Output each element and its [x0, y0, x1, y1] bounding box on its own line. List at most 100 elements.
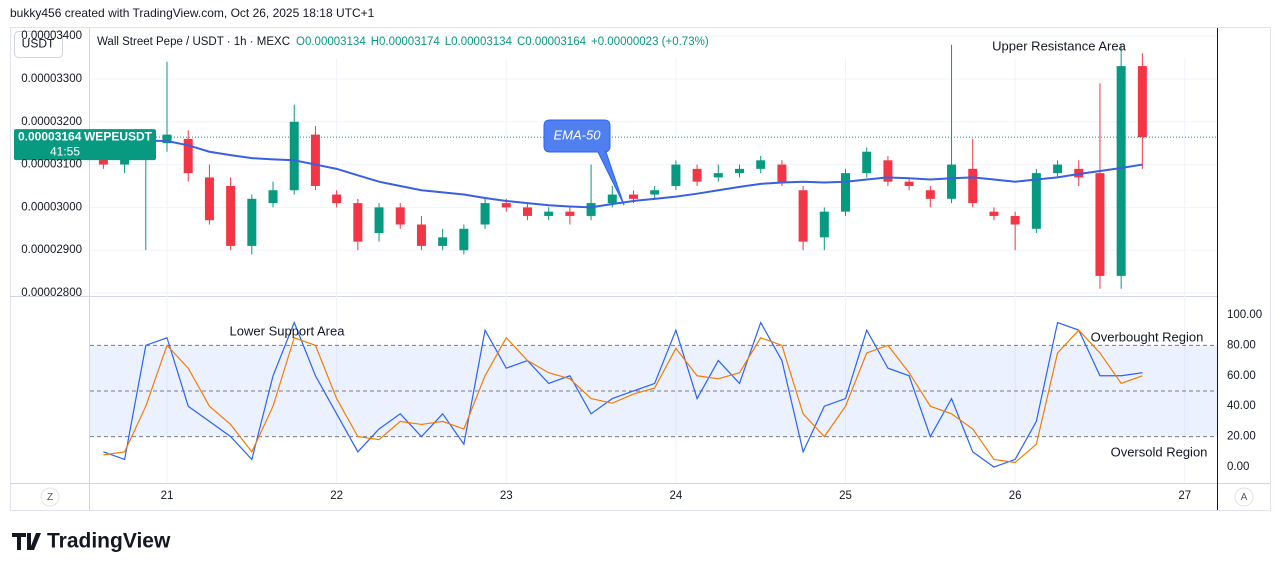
- candle-body: [459, 228, 469, 251]
- y-tick-label: 0.00002800: [21, 287, 82, 299]
- legend: Wall Street Pepe / USDT · 1h · MEXC O0.00…: [97, 36, 709, 48]
- candle-body: [120, 156, 130, 165]
- candle-body: [671, 164, 681, 186]
- candle-body: [1137, 66, 1147, 138]
- candle-body: [416, 224, 426, 246]
- candle-body: [501, 203, 511, 208]
- annotation: Oversold Region: [1111, 444, 1208, 459]
- candle-body: [756, 160, 766, 169]
- currency-button[interactable]: [14, 31, 63, 58]
- y-tick-label: 0.00002900: [21, 244, 82, 256]
- candle-body: [310, 134, 320, 186]
- candle-body: [607, 194, 617, 204]
- last-price: 0.00003164: [18, 129, 82, 143]
- candle-body: [162, 134, 172, 144]
- stoch-line: [103, 320, 1143, 468]
- x-tick-label: 24: [669, 490, 682, 502]
- candle-body: [1010, 215, 1020, 225]
- change: +0.00000023 (+0.73%): [591, 36, 709, 48]
- x-tick-label: 22: [330, 490, 343, 502]
- last-price-box: [14, 129, 156, 161]
- x-tick-label: 23: [500, 490, 513, 502]
- ema-callout: [543, 119, 625, 206]
- candle-body: [1116, 66, 1126, 276]
- currency[interactable]: USDT: [22, 37, 55, 51]
- candle-body: [628, 194, 638, 199]
- frame: [10, 27, 1271, 511]
- candle-body: [1053, 164, 1063, 174]
- y-tick-label: 0.00003300: [21, 73, 82, 85]
- y-tick-label: 0.00003200: [21, 116, 82, 128]
- candle-body: [204, 177, 214, 221]
- candle-body: [353, 203, 363, 242]
- candle-body: [947, 164, 957, 199]
- y-tick-label: 60.00: [1227, 370, 1256, 382]
- candle-body: [1095, 173, 1105, 276]
- y-tick-label: 0.00003400: [21, 30, 82, 42]
- credit: bukky456 created with TradingView.com, O…: [10, 6, 375, 20]
- candle-body: [841, 173, 851, 212]
- z-button[interactable]: [40, 487, 60, 507]
- x-tick-label: 25: [839, 490, 852, 502]
- low: L0.00003134: [445, 36, 513, 48]
- logo: TradingView: [47, 530, 171, 553]
- open: O0.00003134: [296, 36, 366, 48]
- candle-body: [544, 211, 554, 216]
- candle-body: [798, 190, 808, 242]
- plot: [90, 44, 1217, 468]
- candle-body: [989, 211, 999, 216]
- candle-body: [862, 151, 872, 174]
- candle-body: [883, 160, 893, 182]
- candle-body: [925, 190, 935, 199]
- y-tick-label: 20.00: [1227, 431, 1256, 443]
- candle-body: [713, 173, 723, 178]
- y-tick-label: 40.00: [1227, 400, 1256, 412]
- candle-body: [268, 190, 278, 204]
- candle-body: [247, 198, 257, 246]
- annotation: Lower Support Area: [230, 323, 346, 338]
- candle-body: [650, 190, 660, 195]
- candle-body: [735, 168, 745, 174]
- stoch-line: [103, 329, 1143, 464]
- x-tick-label: 21: [161, 490, 174, 502]
- y-tick-label: 0.00003100: [21, 159, 82, 171]
- high: H0.00003174: [371, 36, 441, 48]
- candle-body: [332, 194, 342, 204]
- last-symbol: WEPEUSDT: [84, 129, 153, 143]
- ema-label: EMA-50: [554, 127, 602, 142]
- candle-body: [586, 203, 596, 216]
- annotation: Upper Resistance Area: [992, 38, 1126, 53]
- candle-body: [819, 211, 829, 238]
- candle-body: [968, 168, 978, 204]
- candle-body: [183, 138, 193, 174]
- countdown: 41:55: [50, 144, 80, 158]
- symbol: Wall Street Pepe / USDT · 1h · MEXC: [97, 36, 290, 48]
- logo-icon: [12, 533, 41, 550]
- candle-body: [395, 207, 405, 225]
- y-tick-label: 100.00: [1227, 309, 1262, 321]
- candle-body: [904, 181, 914, 186]
- annotation: Overbought Region: [1091, 329, 1204, 344]
- x-tick-label: 27: [1178, 490, 1191, 502]
- a-label[interactable]: A: [1241, 492, 1248, 503]
- candle-body: [1031, 173, 1041, 229]
- y-tick-label: 0.00003000: [21, 201, 82, 213]
- candle-body: [438, 237, 448, 246]
- last-price-label: 0.00003164 WEPEUSDT 41:55: [14, 129, 156, 161]
- y-tick-label: 0.00: [1227, 461, 1249, 473]
- candle-body: [226, 185, 236, 246]
- z-label[interactable]: Z: [47, 492, 53, 503]
- candle-body: [480, 203, 490, 225]
- candle-body: [777, 164, 787, 182]
- candle-body: [522, 207, 532, 216]
- candle-body: [374, 207, 384, 234]
- candle-body: [692, 168, 702, 182]
- a-button[interactable]: [1234, 487, 1254, 507]
- candle-body: [289, 121, 299, 191]
- x-tick-label: 26: [1009, 490, 1022, 502]
- grid: [90, 35, 1217, 483]
- candle-body: [565, 211, 575, 216]
- y-tick-label: 80.00: [1227, 339, 1256, 351]
